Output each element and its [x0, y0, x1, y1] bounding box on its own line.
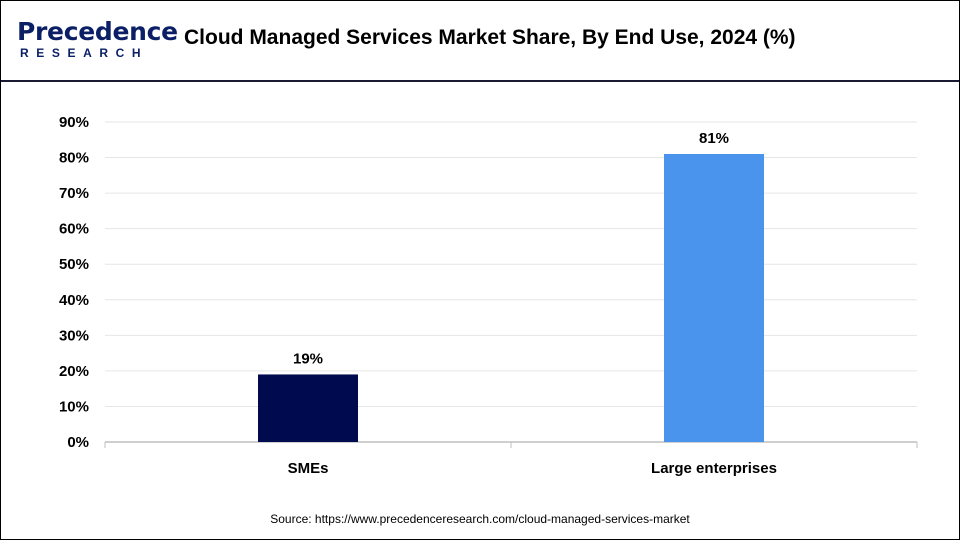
x-category-label: SMEs [288, 460, 329, 477]
x-category-label: Large enterprises [651, 460, 777, 477]
y-tick-label: 30% [59, 327, 89, 344]
y-tick-label: 80% [59, 150, 89, 167]
y-tick-label: 60% [59, 221, 89, 238]
y-tick-label: 20% [59, 363, 89, 380]
y-tick-label: 40% [59, 292, 89, 309]
source-note: Source: https://www.precedenceresearch.c… [270, 512, 690, 526]
y-tick-label: 70% [59, 185, 89, 202]
bar [664, 154, 764, 442]
chart-title: Cloud Managed Services Market Share, By … [184, 26, 796, 49]
y-tick-label: 10% [59, 398, 89, 415]
data-label: 81% [699, 130, 729, 147]
bar [258, 374, 358, 442]
y-tick-label: 50% [59, 256, 89, 273]
header: Precedence RESEARCH Cloud Managed Servic… [1, 1, 959, 82]
y-tick-label: 0% [67, 434, 89, 451]
logo-wordmark: Precedence [17, 17, 178, 46]
brand-logo: Precedence RESEARCH [17, 17, 178, 65]
logo-subtext: RESEARCH [20, 46, 149, 60]
y-tick-label: 90% [59, 114, 89, 131]
data-label: 19% [293, 350, 323, 367]
